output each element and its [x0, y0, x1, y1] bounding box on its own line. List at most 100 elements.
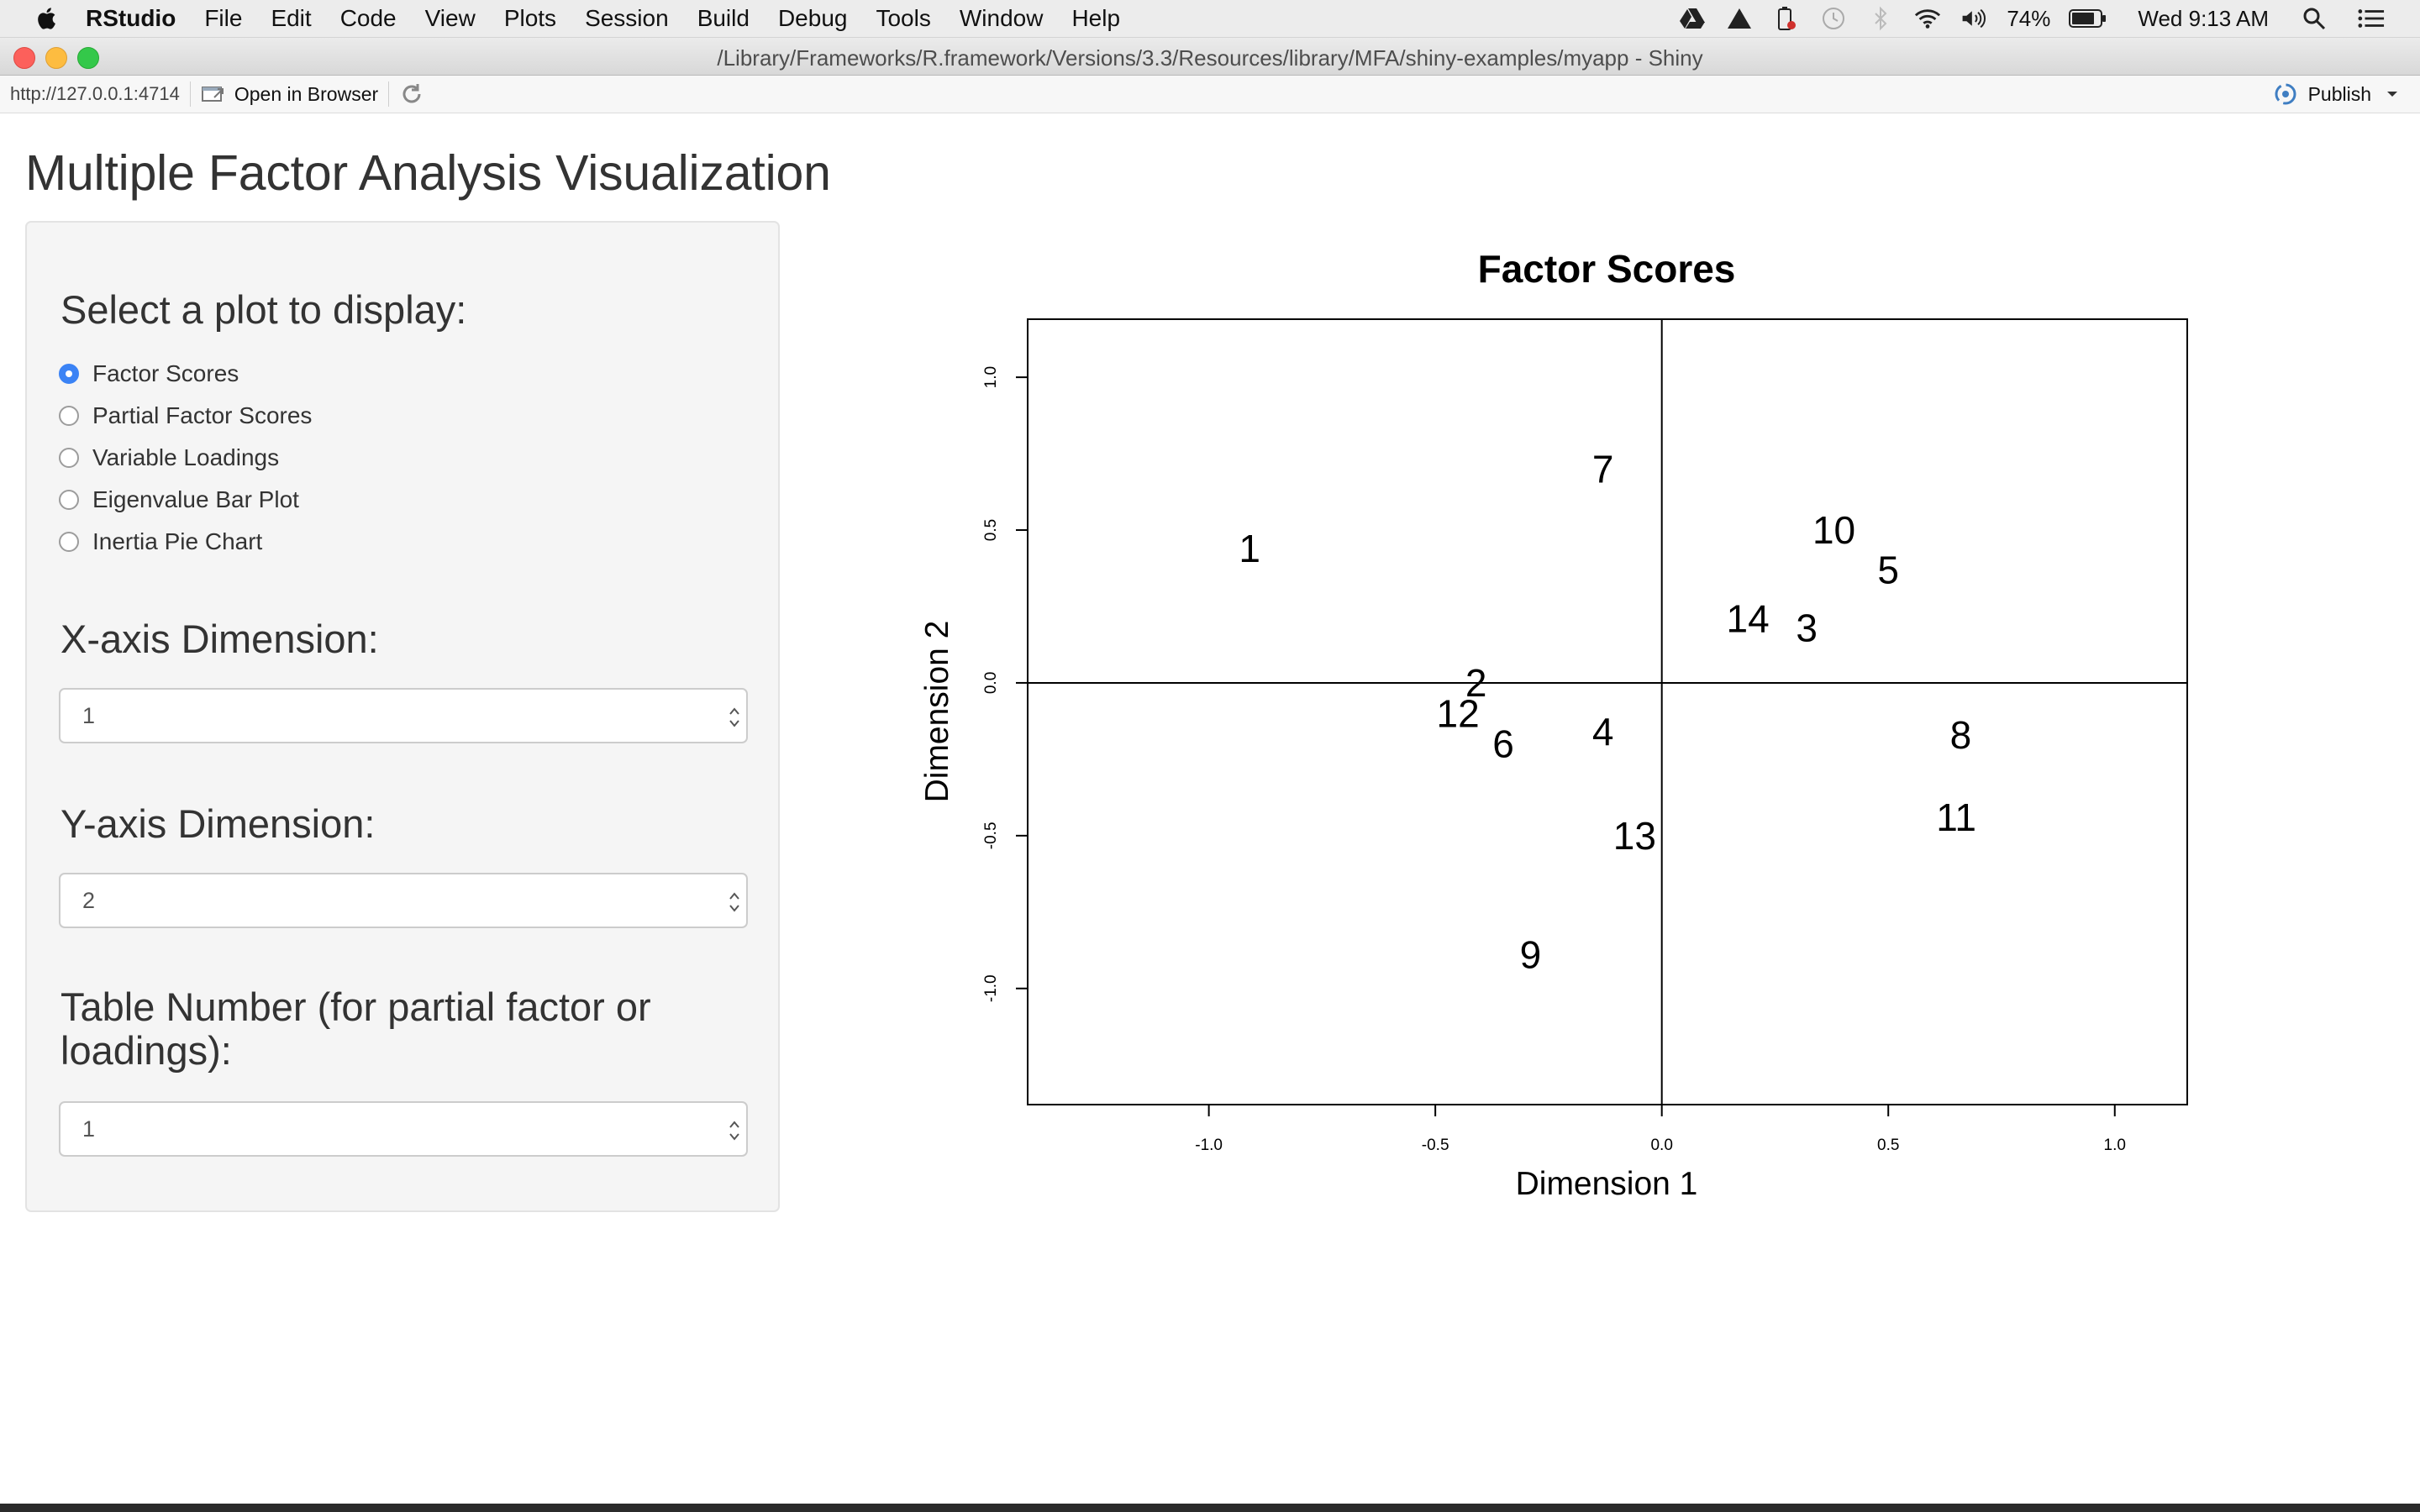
radio-label: Eigenvalue Bar Plot: [92, 486, 299, 512]
notification-center-icon[interactable]: [2358, 6, 2385, 31]
apple-icon[interactable]: [35, 6, 60, 31]
radio-label: Partial Factor Scores: [92, 402, 313, 428]
toolbar-divider: [189, 81, 191, 107]
radio-button[interactable]: [59, 364, 79, 384]
x-tick-label: 1.0: [2104, 1137, 2126, 1154]
app-url: http://127.0.0.1:4714: [10, 83, 180, 104]
google-drive-icon[interactable]: [1679, 6, 1706, 31]
menu-window[interactable]: Window: [959, 5, 1044, 31]
radio-label: Variable Loadings: [92, 444, 280, 470]
refresh-icon: [402, 84, 421, 103]
menu-tools[interactable]: Tools: [876, 5, 931, 31]
x-dimension-value: 1: [82, 702, 96, 728]
menu-build[interactable]: Build: [697, 5, 750, 31]
point-label: 13: [1613, 814, 1656, 858]
point-label: 3: [1796, 606, 1818, 649]
point-label: 14: [1727, 597, 1770, 641]
radio-label: Inertia Pie Chart: [92, 528, 263, 554]
point-label: 1: [1239, 527, 1260, 570]
y-axis: -1.0 -0.5 0.0 0.5 1.0: [982, 366, 1028, 1002]
point-label: 6: [1492, 722, 1514, 766]
point-label: 8: [1950, 713, 1972, 757]
sidebar-panel: Select a plot to display: Factor Scores …: [25, 221, 780, 1212]
y-axis-label: Dimension 2: [919, 621, 955, 803]
y-tick-label: 1.0: [982, 366, 1000, 388]
point-label: 11: [1936, 795, 1976, 839]
point-label: 10: [1812, 508, 1855, 552]
menu-plots[interactable]: Plots: [503, 5, 557, 31]
plot-select-label: Select a plot to display:: [60, 287, 467, 332]
menu-file[interactable]: File: [204, 5, 243, 31]
open-in-browser-label: Open in Browser: [234, 82, 379, 105]
y-tick-label: 0.0: [982, 672, 1000, 694]
y-tick-label: -1.0: [982, 974, 1000, 1002]
menu-edit[interactable]: Edit: [271, 5, 312, 31]
plot-title: Factor Scores: [1478, 247, 1736, 291]
spotlight-search-icon[interactable]: [2301, 6, 2328, 31]
toolbar-divider: [388, 81, 390, 107]
battery-icon[interactable]: [2069, 6, 2107, 31]
menu-help[interactable]: Help: [1071, 5, 1121, 31]
point-label: 9: [1520, 933, 1542, 977]
radio-button[interactable]: [59, 532, 79, 552]
table-number-input[interactable]: 1: [59, 1101, 748, 1157]
radio-label: Factor Scores: [92, 360, 239, 386]
chevron-down-icon[interactable]: [2386, 90, 2398, 98]
window-zoom-button[interactable]: [77, 47, 99, 69]
x-tick-label: 0.0: [1650, 1137, 1672, 1154]
point-label: 4: [1592, 710, 1614, 753]
radio-button[interactable]: [59, 448, 79, 468]
radio-button[interactable]: [59, 406, 79, 426]
point-label: 5: [1877, 548, 1899, 591]
menu-code[interactable]: Code: [339, 5, 397, 31]
wifi-icon[interactable]: [1914, 6, 1941, 31]
warning-triangle-icon[interactable]: [1726, 6, 1753, 31]
y-dimension-value: 2: [82, 887, 96, 913]
menu-app-name[interactable]: RStudio: [86, 5, 176, 31]
x-tick-label: 0.5: [1877, 1137, 1899, 1154]
radio-partial-factor-scores[interactable]: Partial Factor Scores: [59, 399, 312, 433]
point-label: 7: [1592, 447, 1614, 491]
window-close-button[interactable]: [13, 47, 35, 69]
x-dimension-label: X-axis Dimension:: [60, 617, 379, 661]
x-tick-label: -0.5: [1422, 1137, 1449, 1154]
clock[interactable]: Wed 9:13 AM: [2138, 5, 2269, 31]
time-machine-icon[interactable]: [1820, 6, 1847, 31]
battery-alert-icon[interactable]: [1773, 6, 1800, 31]
page-title: Multiple Factor Analysis Visualization: [25, 145, 831, 201]
publish-icon: [2275, 83, 2296, 105]
y-tick-label: 0.5: [982, 519, 1000, 541]
y-dimension-input[interactable]: 2: [59, 873, 748, 928]
x-dimension-input[interactable]: 1: [59, 688, 748, 743]
dock-edge: [0, 1504, 2420, 1512]
menu-view[interactable]: View: [424, 5, 476, 31]
stepper-arrows-icon[interactable]: [728, 703, 741, 732]
y-dimension-label: Y-axis Dimension:: [60, 801, 376, 846]
y-tick-label: -0.5: [982, 822, 1000, 849]
stepper-arrows-icon[interactable]: [728, 1116, 741, 1145]
publish-button[interactable]: Publish: [2271, 81, 2398, 107]
menu-bar: RStudio File Edit Code View Plots Sessio…: [0, 0, 2420, 38]
table-number-label: Table Number (for partial factor or load…: [60, 984, 651, 1073]
stepper-arrows-icon[interactable]: [728, 888, 741, 916]
menu-session[interactable]: Session: [585, 5, 669, 31]
window-minimize-button[interactable]: [45, 47, 67, 69]
radio-button[interactable]: [59, 490, 79, 510]
refresh-button[interactable]: [399, 81, 424, 107]
open-browser-icon: [201, 87, 224, 102]
open-in-browser-button[interactable]: Open in Browser: [201, 83, 378, 106]
table-number-value: 1: [82, 1116, 96, 1142]
point-label: 2: [1465, 661, 1487, 705]
x-axis-label: Dimension 1: [1516, 1166, 1698, 1202]
window-titlebar[interactable]: /Library/Frameworks/R.framework/Versions…: [0, 38, 2420, 76]
radio-factor-scores[interactable]: Factor Scores: [59, 357, 239, 391]
volume-icon[interactable]: [1961, 6, 1988, 31]
bluetooth-icon[interactable]: [1867, 6, 1894, 31]
menu-debug[interactable]: Debug: [777, 5, 848, 31]
radio-variable-loadings[interactable]: Variable Loadings: [59, 441, 279, 475]
radio-eigenvalue-bar-plot[interactable]: Eigenvalue Bar Plot: [59, 483, 299, 517]
publish-label: Publish: [2307, 82, 2371, 105]
x-tick-label: -1.0: [1195, 1137, 1223, 1154]
radio-inertia-pie-chart[interactable]: Inertia Pie Chart: [59, 525, 262, 559]
